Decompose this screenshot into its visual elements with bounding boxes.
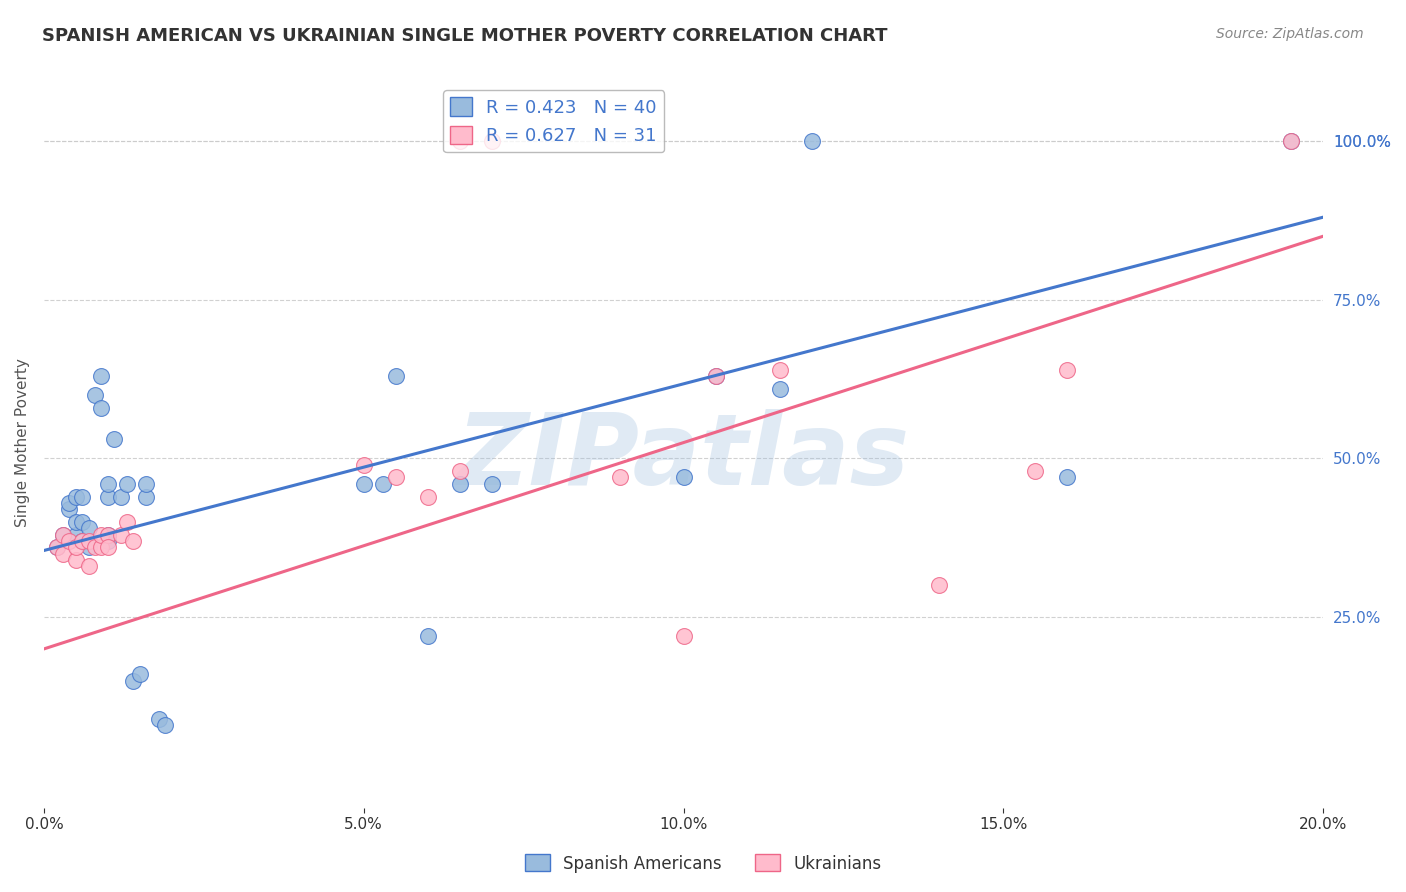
Point [371, 476, 394, 491]
Point [52, 547, 75, 561]
Point [52, 527, 75, 541]
Point [77, 521, 100, 535]
Point [65, 527, 87, 541]
Point [72, 490, 94, 504]
Point [45, 541, 67, 555]
Point [449, 134, 471, 148]
Point [481, 134, 503, 148]
Point [72, 533, 94, 548]
Point [45, 541, 67, 555]
Point [148, 712, 170, 726]
Point [155, 718, 177, 732]
Point [77, 541, 100, 555]
Point [481, 476, 503, 491]
Point [52, 527, 75, 541]
Point [135, 476, 157, 491]
Text: SPANISH AMERICAN VS UKRAINIAN SINGLE MOTHER POVERTY CORRELATION CHART: SPANISH AMERICAN VS UKRAINIAN SINGLE MOT… [42, 27, 887, 45]
Point [97, 527, 120, 541]
Y-axis label: Single Mother Poverty: Single Mother Poverty [15, 358, 30, 527]
Point [928, 578, 950, 592]
Point [58, 496, 80, 510]
Point [77, 559, 100, 574]
Point [384, 368, 406, 383]
Point [65, 490, 87, 504]
Text: ZIPatlas: ZIPatlas [457, 409, 910, 506]
Point [90, 401, 112, 415]
Point [115, 515, 138, 529]
Point [128, 667, 150, 681]
Point [58, 502, 80, 516]
Point [122, 673, 145, 688]
Point [800, 134, 823, 148]
Point [384, 470, 406, 484]
Point [416, 629, 439, 643]
Point [65, 553, 87, 567]
Legend: Spanish Americans, Ukrainians: Spanish Americans, Ukrainians [517, 847, 889, 880]
Point [1279, 134, 1302, 148]
Point [1056, 470, 1078, 484]
Point [449, 476, 471, 491]
Point [84, 388, 107, 402]
Text: Source: ZipAtlas.com: Source: ZipAtlas.com [1216, 27, 1364, 41]
Point [1279, 134, 1302, 148]
Legend: R = 0.423   N = 40, R = 0.627   N = 31: R = 0.423 N = 40, R = 0.627 N = 31 [443, 90, 664, 153]
Point [110, 527, 132, 541]
Point [353, 458, 375, 472]
Point [449, 464, 471, 478]
Point [97, 527, 120, 541]
Point [110, 490, 132, 504]
Point [77, 533, 100, 548]
Point [65, 515, 87, 529]
Point [672, 470, 695, 484]
Point [97, 476, 120, 491]
Point [90, 541, 112, 555]
Point [768, 362, 790, 376]
Point [65, 541, 87, 555]
Point [135, 490, 157, 504]
Point [768, 382, 790, 396]
Point [97, 533, 120, 548]
Point [353, 476, 375, 491]
Point [97, 490, 120, 504]
Point [704, 368, 727, 383]
Point [416, 490, 439, 504]
Point [72, 515, 94, 529]
Point [58, 533, 80, 548]
Point [97, 541, 120, 555]
Point [115, 476, 138, 491]
Point [609, 470, 631, 484]
Point [1024, 464, 1046, 478]
Point [84, 541, 107, 555]
Point [672, 629, 695, 643]
Point [1056, 362, 1078, 376]
Point [103, 433, 125, 447]
Point [122, 533, 145, 548]
Point [90, 527, 112, 541]
Point [72, 533, 94, 548]
Point [704, 368, 727, 383]
Point [90, 368, 112, 383]
